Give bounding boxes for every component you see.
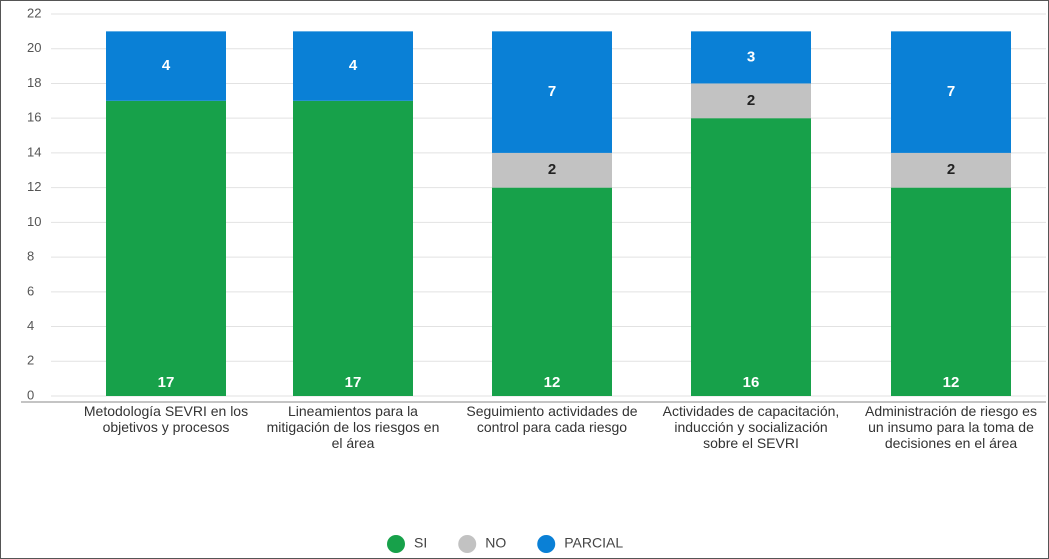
data-label: 7: [548, 83, 556, 100]
bar-segment: [492, 31, 612, 153]
y-tick-label: 18: [27, 75, 41, 90]
legend-marker: [537, 535, 556, 553]
data-label: 17: [345, 374, 362, 391]
data-label: 7: [947, 83, 955, 100]
y-tick-label: 4: [27, 318, 34, 333]
bar-segment: [293, 100, 413, 397]
x-tick-label: Lineamientos para la mitigación de los r…: [266, 403, 440, 451]
data-label: 12: [943, 374, 960, 391]
legend-label: NO: [485, 535, 506, 551]
legend-marker: [387, 535, 405, 553]
bar-segment: [106, 100, 226, 397]
y-tick-label: 12: [27, 179, 41, 194]
x-tick-label: Administración de riesgo es un insumo pa…: [865, 403, 1037, 451]
x-tick-label: Seguimiento actividades de control para …: [466, 403, 638, 435]
y-tick-label: 20: [27, 40, 41, 55]
data-label: 2: [947, 161, 955, 178]
bar-segment: [891, 152, 1011, 188]
data-label: 17: [158, 374, 175, 391]
bar-segment: [691, 118, 811, 396]
y-tick-label: 2: [27, 353, 34, 368]
y-tick-label: 6: [27, 283, 34, 298]
x-tick-label: Metodología SEVRI en los objetivos y pro…: [83, 403, 249, 435]
bar-segment: [492, 152, 612, 188]
data-label: 2: [548, 161, 556, 178]
legend-label: PARCIAL: [564, 535, 623, 551]
bar-segment: [691, 31, 811, 84]
data-label: 2: [747, 92, 755, 109]
legend-marker: [458, 535, 477, 553]
x-tick-label: Actividades de capacitación, inducción y…: [662, 403, 840, 451]
data-label: 4: [349, 57, 358, 74]
y-tick-label: 14: [27, 144, 41, 159]
bar-segment: [106, 31, 226, 101]
data-label: 3: [747, 48, 755, 65]
bar-segment: [891, 187, 1011, 396]
y-tick-label: 8: [27, 249, 34, 264]
bar-segment: [492, 187, 612, 396]
y-tick-label: 0: [27, 387, 34, 402]
bar-segment: [293, 31, 413, 101]
legend-label: SI: [414, 535, 427, 551]
data-label: 16: [743, 374, 760, 391]
bar-segment: [691, 83, 811, 119]
y-tick-label: 22: [27, 5, 41, 20]
data-label: 4: [162, 57, 171, 74]
bar-segment: [891, 31, 1011, 153]
data-label: 12: [544, 374, 561, 391]
y-tick-label: 16: [27, 110, 41, 125]
y-tick-label: 10: [27, 214, 41, 229]
